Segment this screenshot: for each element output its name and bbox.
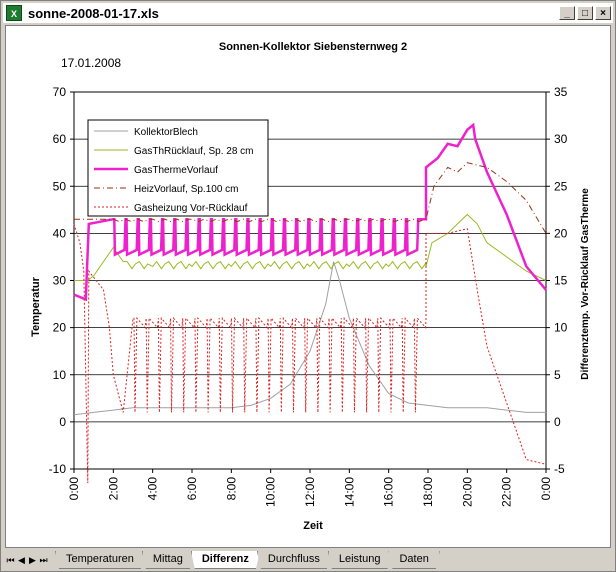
x-tick-label: 0:00 (67, 477, 81, 501)
chart-area[interactable]: Sonnen-Kollektor Siebensternweg 2 17.01.… (5, 25, 611, 548)
sheet-nav: ⏮ ◀ ▶ ⏭ (5, 553, 49, 567)
y-left-tick-label: 20 (53, 321, 67, 335)
chart-legend[interactable]: KollektorBlech GasThRücklauf, Sp. 28 cm Ga… (87, 119, 269, 217)
sheet-tab-differenz[interactable]: Differenz (191, 551, 260, 569)
y-right-tick-label: 25 (554, 179, 568, 193)
series-line-4 (73, 223, 547, 484)
y-right-tick-label: 5 (554, 368, 561, 382)
line-chart[interactable]: Sonnen-Kollektor Siebensternweg 2 17.01.… (6, 26, 610, 547)
maximize-button[interactable]: □ (577, 6, 593, 20)
chart-date: 17.01.2008 (61, 56, 121, 70)
sheet-tab-daten[interactable]: Daten (388, 551, 439, 569)
x-axis: 0:00 2:00 4:00 6:00 8:00 10:00 12:00 14:00 16:00… (67, 469, 553, 507)
legend-entry: GasThRücklauf, Sp. 28 cm (134, 146, 254, 157)
sheet-tab-bar: ⏮ ◀ ▶ ⏭ Temperaturen Mittag Differenz Durchflu… (3, 550, 613, 569)
y-axis-left-label: Temperatur (30, 276, 42, 336)
legend-entry: KollektorBlech (134, 127, 198, 138)
series-line-2 (73, 122, 547, 302)
y-left-tick-label: 30 (53, 274, 67, 288)
x-tick-label: 22:00 (500, 477, 514, 507)
x-tick-label: 6:00 (185, 477, 199, 501)
y-left-tick-label: 60 (53, 132, 67, 146)
y-right-tick-label: 30 (554, 132, 568, 146)
y-axis-right: 35 30 25 20 15 10 5 0 -5 (546, 85, 568, 476)
y-right-tick-label: 35 (554, 85, 568, 99)
x-tick-label: 14:00 (342, 477, 356, 507)
y-left-tick-label: 40 (53, 226, 67, 240)
y-left-tick-label: 50 (53, 179, 67, 193)
prev-sheet-button[interactable]: ◀ (18, 554, 25, 565)
chart-series (73, 122, 547, 484)
legend-entry: Gasheizung Vor-Rücklauf (134, 203, 248, 214)
x-tick-label: 20:00 (460, 477, 474, 507)
y-left-tick-label: 70 (53, 85, 67, 99)
y-right-tick-label: -5 (554, 462, 565, 476)
y-left-tick-label: 10 (53, 368, 67, 382)
first-sheet-button[interactable]: ⏮ (6, 554, 15, 565)
series-line-1 (74, 213, 547, 281)
title-bar: X sonne-2008-01-17.xls _ □ × (3, 3, 613, 23)
y-axis-left: 70 60 50 40 30 20 10 0 -10 (49, 85, 74, 476)
y-left-tick-label: -10 (49, 462, 67, 476)
series-line-0 (73, 261, 546, 416)
x-tick-label: 4:00 (146, 477, 160, 501)
chart-title: Sonnen-Kollektor Siebensternweg 2 (219, 41, 407, 53)
excel-icon[interactable]: X (6, 5, 22, 21)
y-axis-right-label: Differenztemp. Vor-Rücklauf GasTherme (580, 188, 591, 380)
sheet-tab-leistung[interactable]: Leistung (328, 551, 392, 569)
x-tick-label: 16:00 (382, 477, 396, 507)
sheet-tabs: Temperaturen Mittag Differenz Durchfluss Lei… (55, 550, 437, 569)
x-tick-label: 2:00 (106, 477, 120, 501)
x-tick-label: 18:00 (421, 477, 435, 507)
sheet-tab-temperaturen[interactable]: Temperaturen (55, 551, 145, 569)
y-right-tick-label: 20 (554, 226, 568, 240)
x-tick-label: 10:00 (264, 477, 278, 507)
next-sheet-button[interactable]: ▶ (29, 554, 36, 565)
legend-entry: GasThermeVorlauf (134, 165, 218, 176)
minimize-button[interactable]: _ (559, 6, 575, 20)
x-axis-label: Zeit (303, 520, 323, 532)
y-right-tick-label: 15 (554, 274, 568, 288)
y-right-tick-label: 0 (554, 415, 561, 429)
close-button[interactable]: × (595, 6, 611, 20)
x-tick-label: 8:00 (224, 477, 238, 501)
y-left-tick-label: 0 (59, 415, 66, 429)
y-right-tick-label: 10 (554, 321, 568, 335)
legend-entry: HeizVorlauf, Sp.100 cm (134, 184, 239, 195)
window-title: sonne-2008-01-17.xls (28, 5, 159, 21)
sheet-tab-mittag[interactable]: Mittag (142, 551, 194, 569)
sheet-tab-durchfluss[interactable]: Durchfluss (257, 551, 331, 569)
x-tick-label: 0:00 (539, 477, 553, 501)
window-controls: _ □ × (559, 6, 611, 20)
last-sheet-button[interactable]: ⏭ (39, 554, 48, 565)
series-line-3 (74, 162, 547, 234)
x-tick-label: 12:00 (303, 477, 317, 507)
